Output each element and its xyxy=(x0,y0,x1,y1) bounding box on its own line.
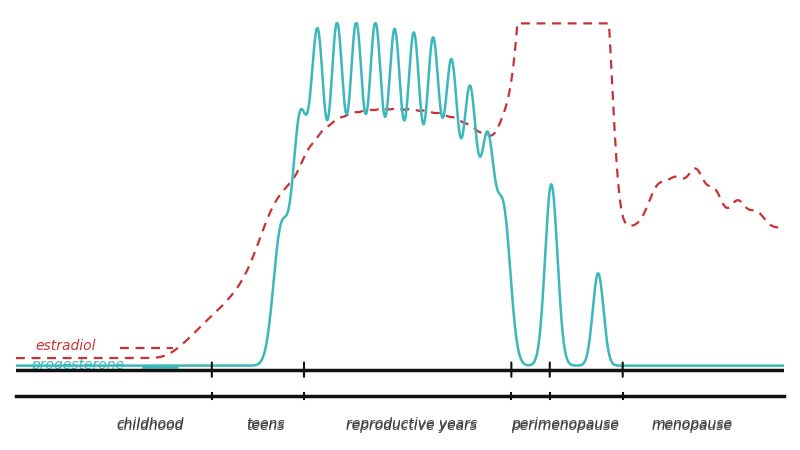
Text: menopause: menopause xyxy=(651,419,732,433)
Text: teens: teens xyxy=(246,417,285,431)
Text: reproductive years: reproductive years xyxy=(346,417,477,431)
Text: perimenopause: perimenopause xyxy=(511,417,619,431)
Text: childhood: childhood xyxy=(117,417,184,431)
Text: teens: teens xyxy=(246,419,285,433)
Text: reproductive years: reproductive years xyxy=(346,419,477,433)
Text: childhood: childhood xyxy=(117,419,184,433)
Text: perimenopause: perimenopause xyxy=(511,419,619,433)
Text: estradiol: estradiol xyxy=(35,339,96,353)
Text: menopause: menopause xyxy=(651,417,732,431)
Text: progesterone: progesterone xyxy=(31,358,124,373)
